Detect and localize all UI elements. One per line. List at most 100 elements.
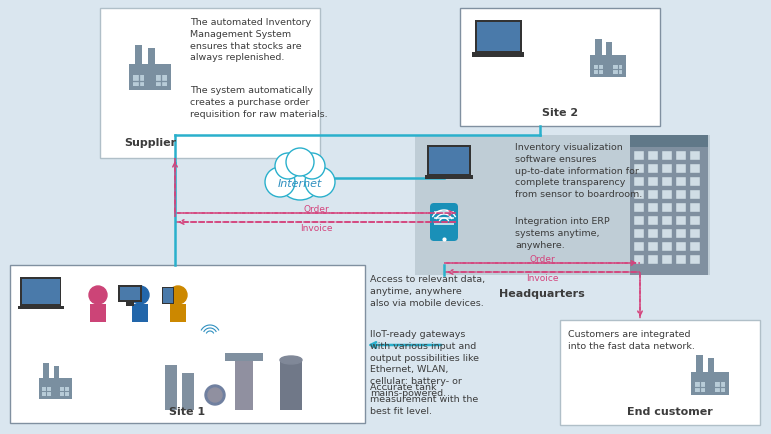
Bar <box>662 229 672 238</box>
Circle shape <box>278 156 322 200</box>
Bar <box>692 372 729 395</box>
FancyBboxPatch shape <box>430 203 458 241</box>
Bar <box>235 355 253 410</box>
Bar <box>662 190 672 199</box>
Text: IIoT-ready gateways
with various input and
output possibilities like
Ethernet, W: IIoT-ready gateways with various input a… <box>370 330 479 398</box>
Bar <box>165 365 177 410</box>
Bar <box>662 255 672 264</box>
Bar <box>156 75 167 86</box>
Text: Invoice: Invoice <box>300 224 332 233</box>
Circle shape <box>131 286 149 304</box>
Bar <box>59 387 69 395</box>
Bar <box>607 42 612 56</box>
Text: Order: Order <box>529 255 555 264</box>
Bar <box>591 55 625 77</box>
Bar <box>133 75 144 86</box>
Bar <box>630 135 708 275</box>
Bar <box>182 373 194 410</box>
Bar <box>10 265 365 423</box>
Bar <box>415 135 710 275</box>
Text: Inventory visualization
software ensures
up-to-date information for
complete tra: Inventory visualization software ensures… <box>515 143 642 199</box>
Bar <box>634 203 644 212</box>
Bar <box>429 147 470 174</box>
Bar <box>676 177 686 186</box>
Bar <box>690 216 700 225</box>
Bar <box>695 381 705 392</box>
Bar <box>425 175 473 179</box>
Bar <box>648 242 658 251</box>
Bar <box>634 229 644 238</box>
Text: The automated Inventory
Management System
ensures that stocks are
always repleni: The automated Inventory Management Syste… <box>190 18 311 62</box>
Circle shape <box>169 286 187 304</box>
Bar <box>475 20 522 53</box>
Bar <box>427 145 471 175</box>
Bar <box>676 229 686 238</box>
Bar <box>634 190 644 199</box>
Circle shape <box>265 167 295 197</box>
Text: Site 2: Site 2 <box>542 108 578 118</box>
Bar <box>690 255 700 264</box>
Bar <box>676 255 686 264</box>
Bar <box>560 320 760 425</box>
Text: Accurate tank
measurement with the
best fit level.: Accurate tank measurement with the best … <box>370 383 478 416</box>
Text: Site 1: Site 1 <box>169 407 205 417</box>
Bar <box>715 381 726 392</box>
Bar <box>118 285 142 302</box>
Bar <box>648 229 658 238</box>
Bar <box>53 365 59 379</box>
Bar <box>634 255 644 264</box>
Text: The system automatically
creates a purchase order
requisition for raw materials.: The system automatically creates a purch… <box>190 86 328 118</box>
Bar <box>434 223 454 225</box>
Bar <box>170 304 186 322</box>
Bar <box>648 255 658 264</box>
Text: Integration into ERP
systems anytime,
anywhere.: Integration into ERP systems anytime, an… <box>515 217 610 250</box>
Circle shape <box>299 153 325 179</box>
Bar <box>280 360 302 410</box>
Circle shape <box>89 286 107 304</box>
Text: Order: Order <box>303 205 329 214</box>
Bar <box>595 39 601 56</box>
Bar <box>662 164 672 173</box>
Bar <box>473 53 524 56</box>
Bar <box>460 8 660 126</box>
Bar <box>648 216 658 225</box>
Bar <box>120 287 140 300</box>
Bar <box>126 302 134 306</box>
Bar <box>90 304 106 322</box>
Bar <box>690 177 700 186</box>
Bar <box>613 65 622 74</box>
Bar <box>696 355 703 373</box>
Bar <box>630 135 708 147</box>
Bar <box>690 203 700 212</box>
Bar <box>676 190 686 199</box>
Bar <box>634 216 644 225</box>
Circle shape <box>305 167 335 197</box>
Bar <box>43 362 49 379</box>
Bar <box>148 48 155 66</box>
Bar <box>22 279 59 304</box>
Bar <box>634 164 644 173</box>
Bar <box>39 378 72 398</box>
Bar <box>20 277 61 306</box>
Bar <box>648 151 658 160</box>
Bar <box>676 242 686 251</box>
Bar <box>676 216 686 225</box>
Bar <box>676 151 686 160</box>
Bar <box>648 177 658 186</box>
Bar <box>690 164 700 173</box>
Text: End customer: End customer <box>627 407 713 417</box>
Bar <box>634 242 644 251</box>
Circle shape <box>275 153 301 179</box>
Circle shape <box>205 385 225 405</box>
Bar <box>662 203 672 212</box>
Text: Headquarters: Headquarters <box>499 289 585 299</box>
Circle shape <box>286 148 314 176</box>
Text: Customers are integrated
into the fast data network.: Customers are integrated into the fast d… <box>568 330 695 351</box>
Bar <box>163 288 173 303</box>
Text: Access to relevant data,
anytime, anywhere
also via mobile devices.: Access to relevant data, anytime, anywhe… <box>370 275 485 308</box>
Bar <box>100 8 320 158</box>
Bar <box>129 63 171 90</box>
Bar <box>162 287 174 304</box>
Bar <box>662 177 672 186</box>
Ellipse shape <box>280 356 302 364</box>
